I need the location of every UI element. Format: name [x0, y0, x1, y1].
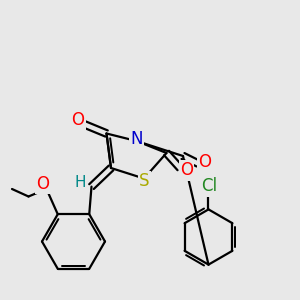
Text: N: N — [130, 130, 143, 148]
Text: S: S — [139, 172, 150, 190]
Text: O: O — [71, 111, 85, 129]
Text: Cl: Cl — [201, 177, 217, 195]
Text: O: O — [198, 153, 211, 171]
Text: O: O — [180, 161, 193, 179]
Text: H: H — [74, 175, 86, 190]
Text: O: O — [36, 175, 50, 193]
